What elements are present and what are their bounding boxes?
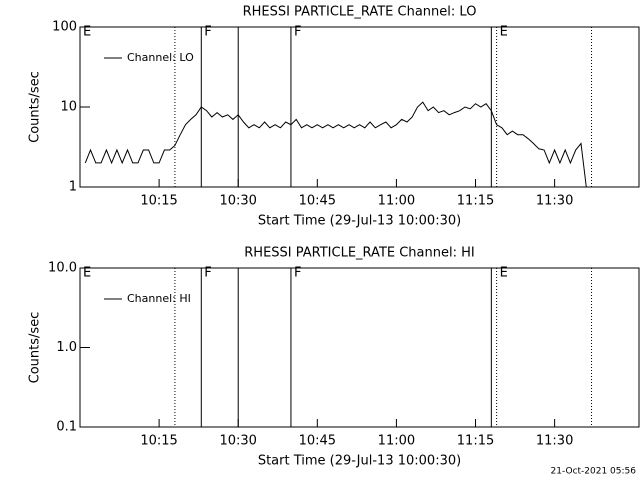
event-label: E — [500, 25, 508, 40]
y-axis-label: Counts/sec — [28, 71, 43, 143]
x-tick-label: 10:15 — [140, 434, 177, 449]
chart-title: RHESSI PARTICLE_RATE Channel: LO — [243, 5, 477, 20]
event-label: E — [83, 266, 91, 281]
event-label: F — [204, 25, 211, 40]
x-tick-label: 11:30 — [536, 194, 573, 209]
chart-title: RHESSI PARTICLE_RATE Channel: HI — [244, 246, 474, 261]
y-tick-label: 1.0 — [56, 340, 77, 355]
x-axis-label: Start Time (29-Jul-13 10:00:30) — [258, 214, 461, 229]
x-tick-label: 11:15 — [457, 194, 494, 209]
x-tick-label: 10:30 — [219, 434, 256, 449]
data-line — [84, 101, 587, 188]
event-label: E — [500, 266, 508, 281]
x-tick-label: 11:15 — [457, 434, 494, 449]
x-tick-label: 10:45 — [299, 194, 336, 209]
event-label: F — [204, 266, 211, 281]
y-tick-label: 1 — [69, 180, 77, 195]
y-tick-label: 100 — [52, 20, 77, 35]
event-label: F — [294, 266, 301, 281]
y-tick-label: 0.1 — [56, 420, 77, 435]
event-label: F — [294, 25, 301, 40]
legend-label: Channel: HI — [127, 292, 191, 305]
legend-label: Channel: LO — [127, 51, 194, 64]
x-tick-label: 10:15 — [140, 194, 177, 209]
timestamp: 21-Oct-2021 05:56 — [551, 467, 637, 477]
x-tick-label: 11:30 — [536, 434, 573, 449]
y-axis-label: Counts/sec — [28, 312, 43, 384]
x-axis-label: Start Time (29-Jul-13 10:00:30) — [258, 454, 461, 469]
x-tick-label: 11:00 — [378, 194, 415, 209]
x-tick-label: 10:30 — [219, 194, 256, 209]
x-tick-label: 11:00 — [378, 434, 415, 449]
event-label: E — [83, 25, 91, 40]
x-tick-label: 10:45 — [299, 434, 336, 449]
y-tick-label: 10.0 — [48, 261, 77, 276]
y-tick-label: 10 — [60, 100, 77, 115]
